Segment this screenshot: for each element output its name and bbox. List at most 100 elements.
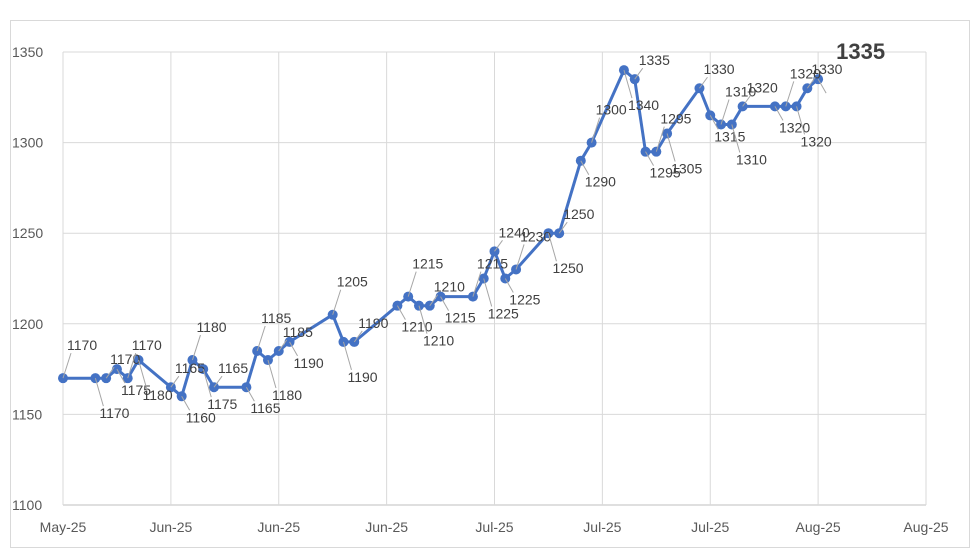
data-label-leader bbox=[515, 244, 525, 270]
data-labels: 1170117011701175117011801165116011801175… bbox=[62, 39, 885, 425]
y-tick-label: 1300 bbox=[12, 135, 43, 151]
data-label: 1250 bbox=[563, 206, 594, 222]
data-label: 1165 bbox=[175, 360, 205, 376]
data-label: 1210 bbox=[401, 319, 432, 335]
data-label: 1180 bbox=[272, 387, 302, 403]
data-label: 1290 bbox=[585, 174, 616, 190]
data-label: 1215 bbox=[412, 256, 443, 272]
gridlines bbox=[62, 51, 927, 506]
x-tick-label: May-25 bbox=[40, 519, 87, 535]
x-tick-label: Aug-25 bbox=[903, 519, 948, 535]
data-label-leader bbox=[170, 375, 180, 388]
data-label-leader bbox=[472, 271, 482, 297]
data-label: 1180 bbox=[196, 319, 226, 335]
data-label: 1315 bbox=[714, 128, 745, 144]
data-label: 1170 bbox=[67, 337, 97, 353]
data-label-leader bbox=[396, 305, 406, 320]
x-tick-label: Jun-25 bbox=[365, 519, 408, 535]
data-label-leader bbox=[547, 233, 557, 262]
data-label-leader bbox=[580, 160, 590, 175]
data-label-leader bbox=[62, 353, 72, 379]
data-label-leader bbox=[213, 375, 223, 388]
y-tick-label: 1200 bbox=[12, 316, 43, 332]
data-label: 1320 bbox=[747, 79, 778, 95]
data-label-leader bbox=[494, 240, 503, 252]
data-label-leader bbox=[709, 115, 719, 130]
data-label: 1295 bbox=[660, 111, 691, 127]
x-tick-label: Aug-25 bbox=[796, 519, 841, 535]
data-label: 1175 bbox=[207, 396, 237, 412]
x-tick-label: Jul-25 bbox=[691, 519, 729, 535]
data-label-leader bbox=[558, 221, 568, 234]
data-label: 1190 bbox=[358, 315, 388, 331]
data-label: 1225 bbox=[488, 306, 519, 322]
data-label-leader bbox=[817, 78, 827, 94]
x-tick-label: Jun-25 bbox=[257, 519, 300, 535]
data-label: 1225 bbox=[509, 292, 540, 308]
data-label: 1185 bbox=[261, 310, 291, 326]
data-label-leader bbox=[342, 341, 352, 371]
y-tick-label: 1150 bbox=[12, 406, 42, 422]
data-label: 1295 bbox=[650, 165, 681, 181]
data-label: 1320 bbox=[790, 65, 821, 81]
data-label-leader bbox=[806, 76, 816, 89]
data-label-leader bbox=[796, 106, 806, 135]
data-label-leader bbox=[127, 353, 137, 379]
data-label-leader bbox=[289, 341, 298, 357]
x-axis-ticks: May-25 Jun-25 Jun-25 Jun-25 Jul-25 Jul-25 Jul-… bbox=[40, 519, 949, 535]
data-label-leader bbox=[504, 278, 514, 293]
data-label-leader bbox=[666, 133, 676, 162]
data-label: 1340 bbox=[628, 97, 659, 113]
y-tick-label: 1100 bbox=[12, 497, 42, 513]
data-label-leader bbox=[623, 69, 633, 99]
data-label-leader bbox=[418, 305, 428, 334]
data-label: 1165 bbox=[218, 360, 248, 376]
data-label: 1160 bbox=[186, 409, 216, 425]
data-label: 1250 bbox=[552, 260, 583, 276]
data-label-leader bbox=[655, 126, 665, 152]
data-label: 1300 bbox=[596, 102, 627, 118]
data-label-leader bbox=[138, 359, 147, 389]
data-label: 1190 bbox=[294, 355, 324, 371]
x-tick-label: Jun-25 bbox=[149, 519, 192, 535]
data-label: 1320 bbox=[779, 119, 810, 135]
data-label: 1310 bbox=[725, 83, 756, 99]
data-label: 1170 bbox=[99, 405, 129, 421]
data-label-leader bbox=[742, 95, 752, 107]
data-label-leader bbox=[699, 76, 708, 89]
data-label-leader bbox=[591, 117, 601, 143]
data-label: 1210 bbox=[434, 279, 465, 295]
data-label-leader bbox=[278, 339, 288, 352]
data-label: 1165 bbox=[250, 400, 280, 416]
data-label: 1215 bbox=[477, 256, 508, 272]
chart-frame bbox=[10, 20, 970, 548]
data-label: 1230 bbox=[520, 228, 551, 244]
data-label-leader bbox=[483, 278, 493, 307]
data-label: 1320 bbox=[801, 133, 832, 149]
data-label: 1240 bbox=[499, 224, 530, 240]
data-label-leader bbox=[720, 99, 730, 125]
data-label: 1180 bbox=[143, 387, 173, 403]
data-label: 1305 bbox=[671, 161, 702, 177]
data-label-leader bbox=[116, 368, 126, 384]
data-label-leader bbox=[634, 67, 644, 80]
data-label-leader bbox=[429, 294, 439, 306]
x-tick-label: Jul-25 bbox=[475, 519, 513, 535]
data-label: 1330 bbox=[703, 61, 734, 77]
data-label: 1310 bbox=[736, 151, 767, 167]
data-label-leader bbox=[332, 289, 342, 315]
data-label: 1335 bbox=[639, 52, 670, 68]
data-label-leader bbox=[202, 368, 212, 398]
data-label-leader bbox=[256, 325, 266, 352]
data-label: 1190 bbox=[347, 369, 377, 385]
data-label: 1330 bbox=[811, 61, 842, 77]
data-label: 1335 bbox=[836, 39, 885, 64]
data-label: 1215 bbox=[445, 310, 476, 326]
y-axis-ticks: 1100 1150 1200 1250 1300 1350 bbox=[12, 44, 43, 513]
data-label: 1175 bbox=[121, 382, 151, 398]
data-label: 1210 bbox=[423, 333, 454, 349]
x-tick-label: Jul-25 bbox=[583, 519, 621, 535]
data-label-leader bbox=[731, 124, 741, 153]
data-label-leader bbox=[353, 330, 363, 343]
data-label: 1205 bbox=[337, 274, 368, 290]
